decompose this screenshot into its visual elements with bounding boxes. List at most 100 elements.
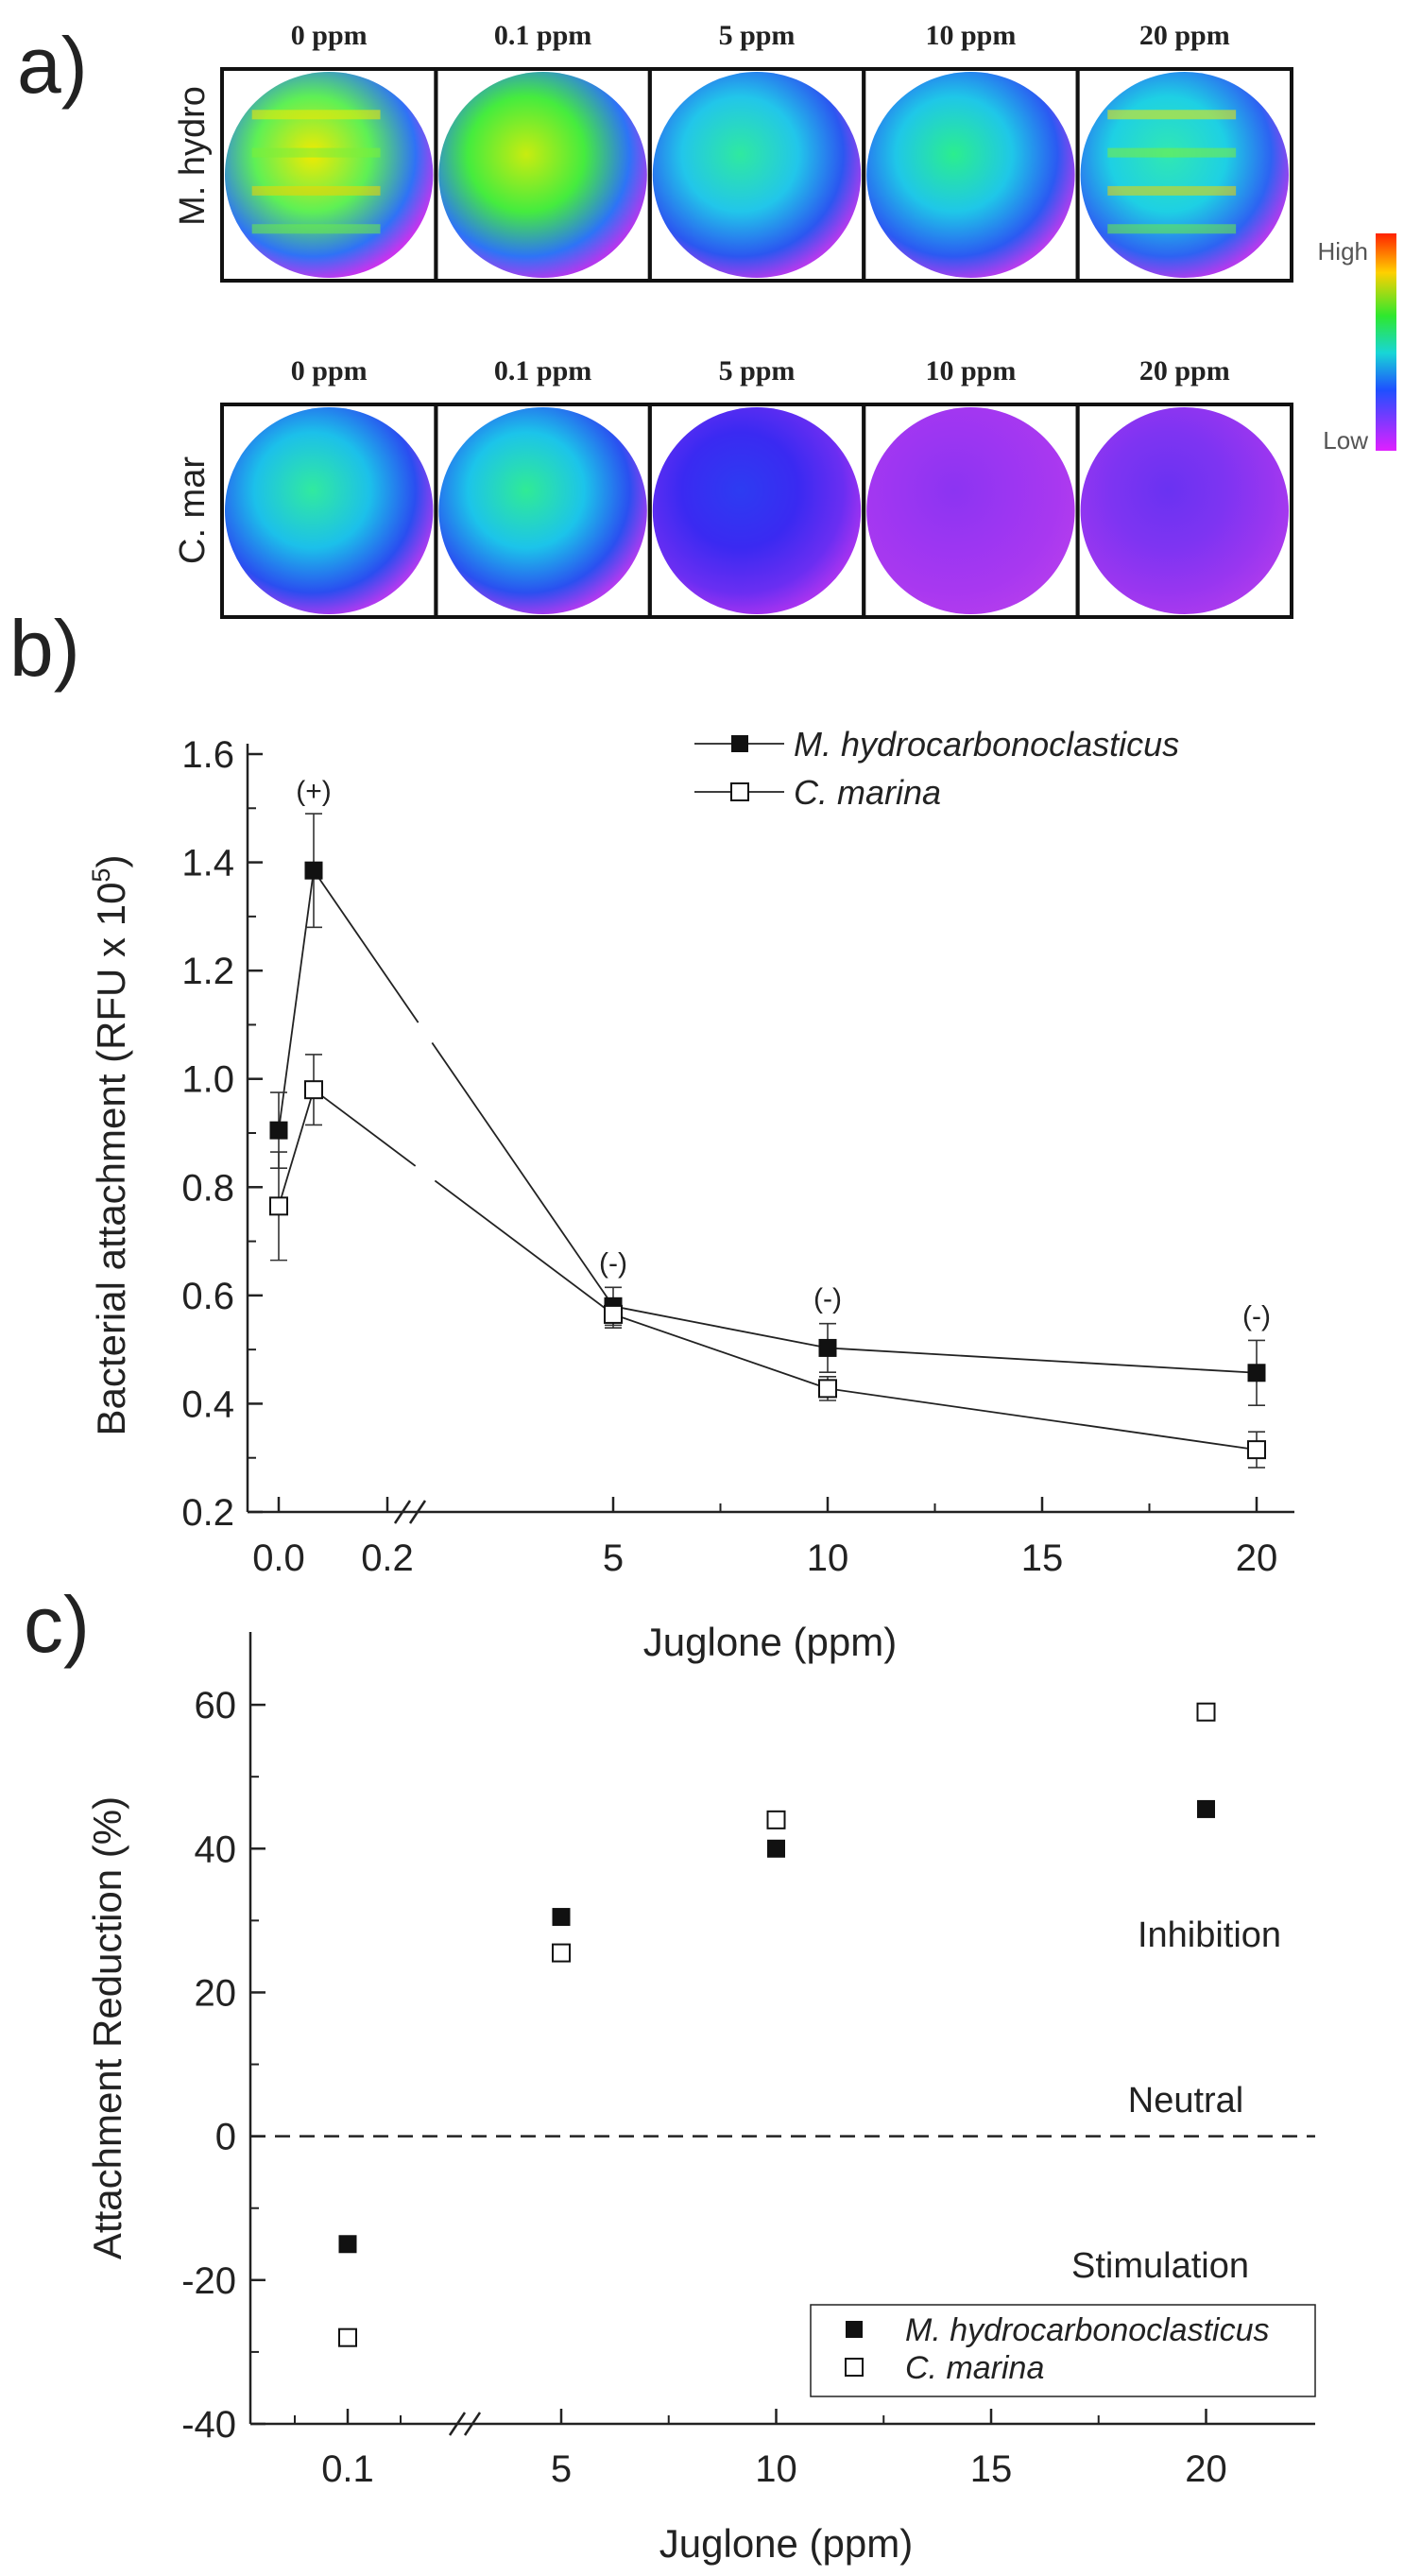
panel-a-label: a) (17, 21, 88, 110)
well-r1-c5 (1080, 72, 1290, 278)
row1-wells (220, 67, 1293, 283)
well-stripe (251, 185, 381, 196)
panel-c-axis-break (448, 2412, 482, 2436)
panel-b-connectors (278, 869, 1258, 1451)
y-tick-label: -20 (181, 2260, 236, 2302)
well-ppm-label: 5 ppm (719, 20, 796, 51)
point-cmarina (552, 1943, 571, 1963)
point-mhydro (1247, 1364, 1266, 1382)
well-r1-c1 (225, 72, 434, 278)
well-stripe (1107, 224, 1237, 234)
point-mhydro (304, 861, 323, 880)
colorbar-gradient (1376, 233, 1396, 451)
panel-b-y-label: Bacterial attachment (RFU x 105) (87, 855, 133, 1436)
well-r2-c1 (225, 407, 434, 614)
well-r1-c2 (438, 72, 647, 278)
panel-b-label: b) (9, 604, 80, 693)
series-mhydro-segment (827, 1347, 1258, 1374)
y-tick-label: 60 (195, 1685, 237, 1726)
y-tick-label: 40 (195, 1829, 237, 1870)
x-tick-label: 0.1 (321, 2448, 374, 2490)
series-mhydro-segment (313, 869, 614, 1307)
legend-b-marker-mhydro (731, 735, 748, 752)
well-ppm-label: 0.1 ppm (494, 20, 591, 51)
well-r2-c4 (866, 407, 1075, 614)
point-cmarina (1196, 1702, 1216, 1722)
y-tick-label: 1.0 (181, 1059, 234, 1101)
legend-c-marker-mhydro (846, 2321, 863, 2338)
y-tick-label: 1.2 (181, 951, 234, 992)
panel-a: a) M. hydro C. mar 0 ppm 0.1 ppm 5 ppm 10 p… (17, 20, 1396, 619)
colorbar: High Low (1318, 233, 1396, 455)
y-tick-label: -40 (181, 2404, 236, 2446)
series-cmarina-segment (827, 1387, 1258, 1451)
y-tick-label: 0.2 (181, 1492, 234, 1534)
well-stripe (1107, 147, 1237, 158)
well-ppm-label: 10 ppm (925, 20, 1016, 51)
well-stripe (1107, 110, 1237, 120)
point-mhydro (1197, 1799, 1215, 1818)
y-tick-label: 0.4 (181, 1383, 234, 1425)
well-ppm-label: 10 ppm (925, 355, 1016, 386)
panel-c-label: c) (24, 1580, 90, 1669)
series-cmarina-segment (612, 1314, 829, 1390)
row2-ppm-labels: 0 ppm 0.1 ppm 5 ppm 10 ppm 20 ppm (291, 355, 1230, 386)
panel-c-x-label: Juglone (ppm) (659, 2521, 913, 2566)
row2-wells (220, 403, 1293, 619)
point-cmarina (269, 1196, 288, 1216)
panel-b-annotations: (+) (-) (-) (-) (296, 776, 1271, 1332)
panel-c-y-label: Attachment Reduction (%) (85, 1796, 129, 2259)
panel-b-legend: M. hydrocarbonoclasticus C. marina (694, 725, 1179, 812)
region-label-inhibition: Inhibition (1138, 1915, 1281, 1955)
legend-c-marker-cmarina (845, 2358, 864, 2377)
point-cmarina (1247, 1440, 1266, 1460)
point-cmarina (766, 1810, 786, 1829)
axis-break-gap (413, 1160, 437, 1186)
point-mhydro (269, 1121, 288, 1140)
point-mhydro (338, 2235, 357, 2254)
well-stripe (251, 224, 381, 234)
colorbar-low-label: Low (1323, 426, 1368, 455)
panel-b: b) 0.2 0.4 0.6 0.8 1.0 1.2 1.4 1.6 0.0 0.2 5 10 15 20… (9, 604, 1294, 1664)
y-tick-label: 0.6 (181, 1276, 234, 1317)
well-stripe (251, 147, 381, 158)
well-frame (1075, 67, 1293, 283)
legend-b-label-cmarina: C. marina (794, 773, 941, 812)
panel-b-axis-break (393, 1500, 427, 1524)
x-tick-label: 5 (551, 2448, 572, 2490)
y-tick-label: 20 (195, 1972, 237, 2014)
significance-annotation: (-) (1242, 1301, 1271, 1332)
x-tick-label: 20 (1185, 2448, 1227, 2490)
y-tick-label: 0 (215, 2117, 236, 2158)
well-r1-c3 (652, 72, 862, 278)
panel-c-ticks: 60 40 20 0 -20 -40 0.1 5 10 15 20 (181, 1685, 1227, 2490)
x-tick-label: 10 (755, 2448, 797, 2490)
well-ppm-label: 20 ppm (1139, 355, 1230, 386)
well-frame (1075, 403, 1293, 619)
colorbar-high-label: High (1318, 237, 1368, 266)
y-tick-label: 1.4 (181, 843, 234, 884)
y-tick-label: 0.8 (181, 1167, 234, 1209)
panel-c: c) 60 40 20 0 -20 -40 0.1 5 10 15 20 Inhibition Ne… (24, 1580, 1316, 2566)
well-ppm-label: 0 ppm (291, 20, 368, 51)
legend-b-label-mhydro: M. hydrocarbonoclasticus (794, 725, 1179, 764)
legend-c-label-mhydro: M. hydrocarbonoclasticus (905, 2312, 1270, 2348)
panel-b-ticks: 0.2 0.4 0.6 0.8 1.0 1.2 1.4 1.6 0.0 0.2 5 10 15 20 (181, 734, 1277, 1579)
well-ppm-label: 0 ppm (291, 355, 368, 386)
axis-break-gap (413, 1020, 437, 1045)
well-ppm-label: 0.1 ppm (494, 355, 591, 386)
point-cmarina (338, 2327, 357, 2347)
x-tick-label: 5 (603, 1537, 624, 1579)
panel-b-markers (269, 861, 1266, 1460)
legend-c-box (810, 2304, 1316, 2397)
well-ppm-label: 20 ppm (1139, 20, 1230, 51)
point-cmarina (604, 1304, 623, 1324)
x-tick-label: 15 (970, 2448, 1013, 2490)
row2-species-label: C. mar (173, 456, 213, 564)
well-r2-c5 (1080, 407, 1290, 614)
panel-b-error-bars (270, 813, 1265, 1468)
x-tick-label: 10 (807, 1537, 849, 1579)
point-cmarina (304, 1080, 323, 1100)
point-cmarina (818, 1379, 837, 1399)
